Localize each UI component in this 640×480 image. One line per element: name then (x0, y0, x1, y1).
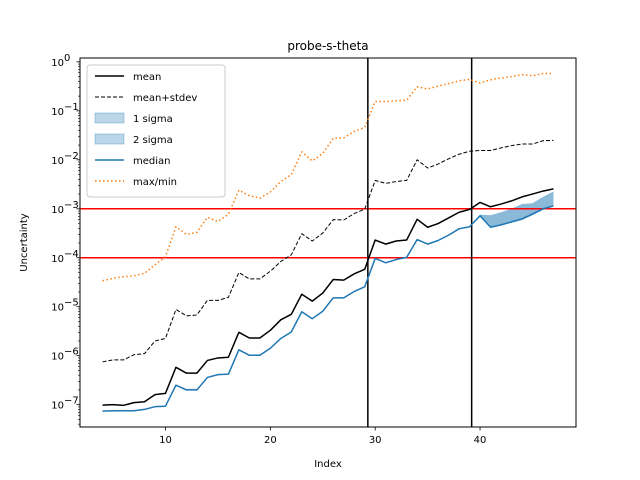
legend-label: 2 sigma (133, 135, 173, 146)
plot-area (80, 58, 576, 427)
x-tick-label: 20 (264, 435, 277, 446)
series-line-max-min (102, 72, 554, 282)
legend-label: median (133, 156, 171, 167)
chart-title: probe-s-theta (287, 39, 368, 53)
y-tick-label: 10 (51, 58, 64, 69)
legend-box (86, 64, 226, 198)
y-tick-label: 10 (51, 401, 64, 412)
band-2-sigma (102, 191, 554, 412)
x-tick-label: 40 (474, 435, 487, 446)
axes-frame (79, 57, 577, 428)
y-tick-exponent: −3 (64, 200, 79, 211)
legend-label: mean (133, 72, 161, 83)
legend: mean mean+stdev 1 sigma 2 sigma median max/mi… (86, 64, 226, 198)
y-axis-label: Uncertainty (19, 213, 30, 272)
legend-label: max/min (133, 177, 177, 188)
y-tick-label: 10 (51, 254, 64, 265)
y-tick-label: 10 (51, 107, 64, 118)
y-tick-label: 10 (51, 303, 64, 314)
y-tick-label: 10 (51, 156, 64, 167)
x-tick-label: 30 (369, 435, 382, 446)
legend-label: 1 sigma (133, 114, 173, 125)
y-tick-exponent: 0 (64, 53, 70, 64)
legend-swatch (94, 112, 125, 124)
y-tick-label: 10 (51, 352, 64, 363)
series-line-mean (102, 188, 554, 407)
legend-swatch (94, 133, 125, 145)
y-tick-exponent: −6 (64, 347, 79, 358)
y-tick-exponent: −4 (64, 249, 79, 260)
band-1-sigma (102, 191, 554, 412)
series-line-median (102, 205, 554, 412)
y-tick-exponent: −5 (64, 298, 79, 309)
x-tick-label: 10 (159, 435, 172, 446)
x-axis-label: Index (314, 459, 342, 470)
series-line-mean-stdev (102, 139, 554, 363)
y-tick-exponent: −1 (64, 102, 79, 113)
legend-label: mean+stdev (133, 93, 197, 104)
y-tick-exponent: −2 (64, 151, 79, 162)
y-tick-exponent: −7 (64, 396, 79, 407)
y-tick-label: 10 (51, 205, 64, 216)
